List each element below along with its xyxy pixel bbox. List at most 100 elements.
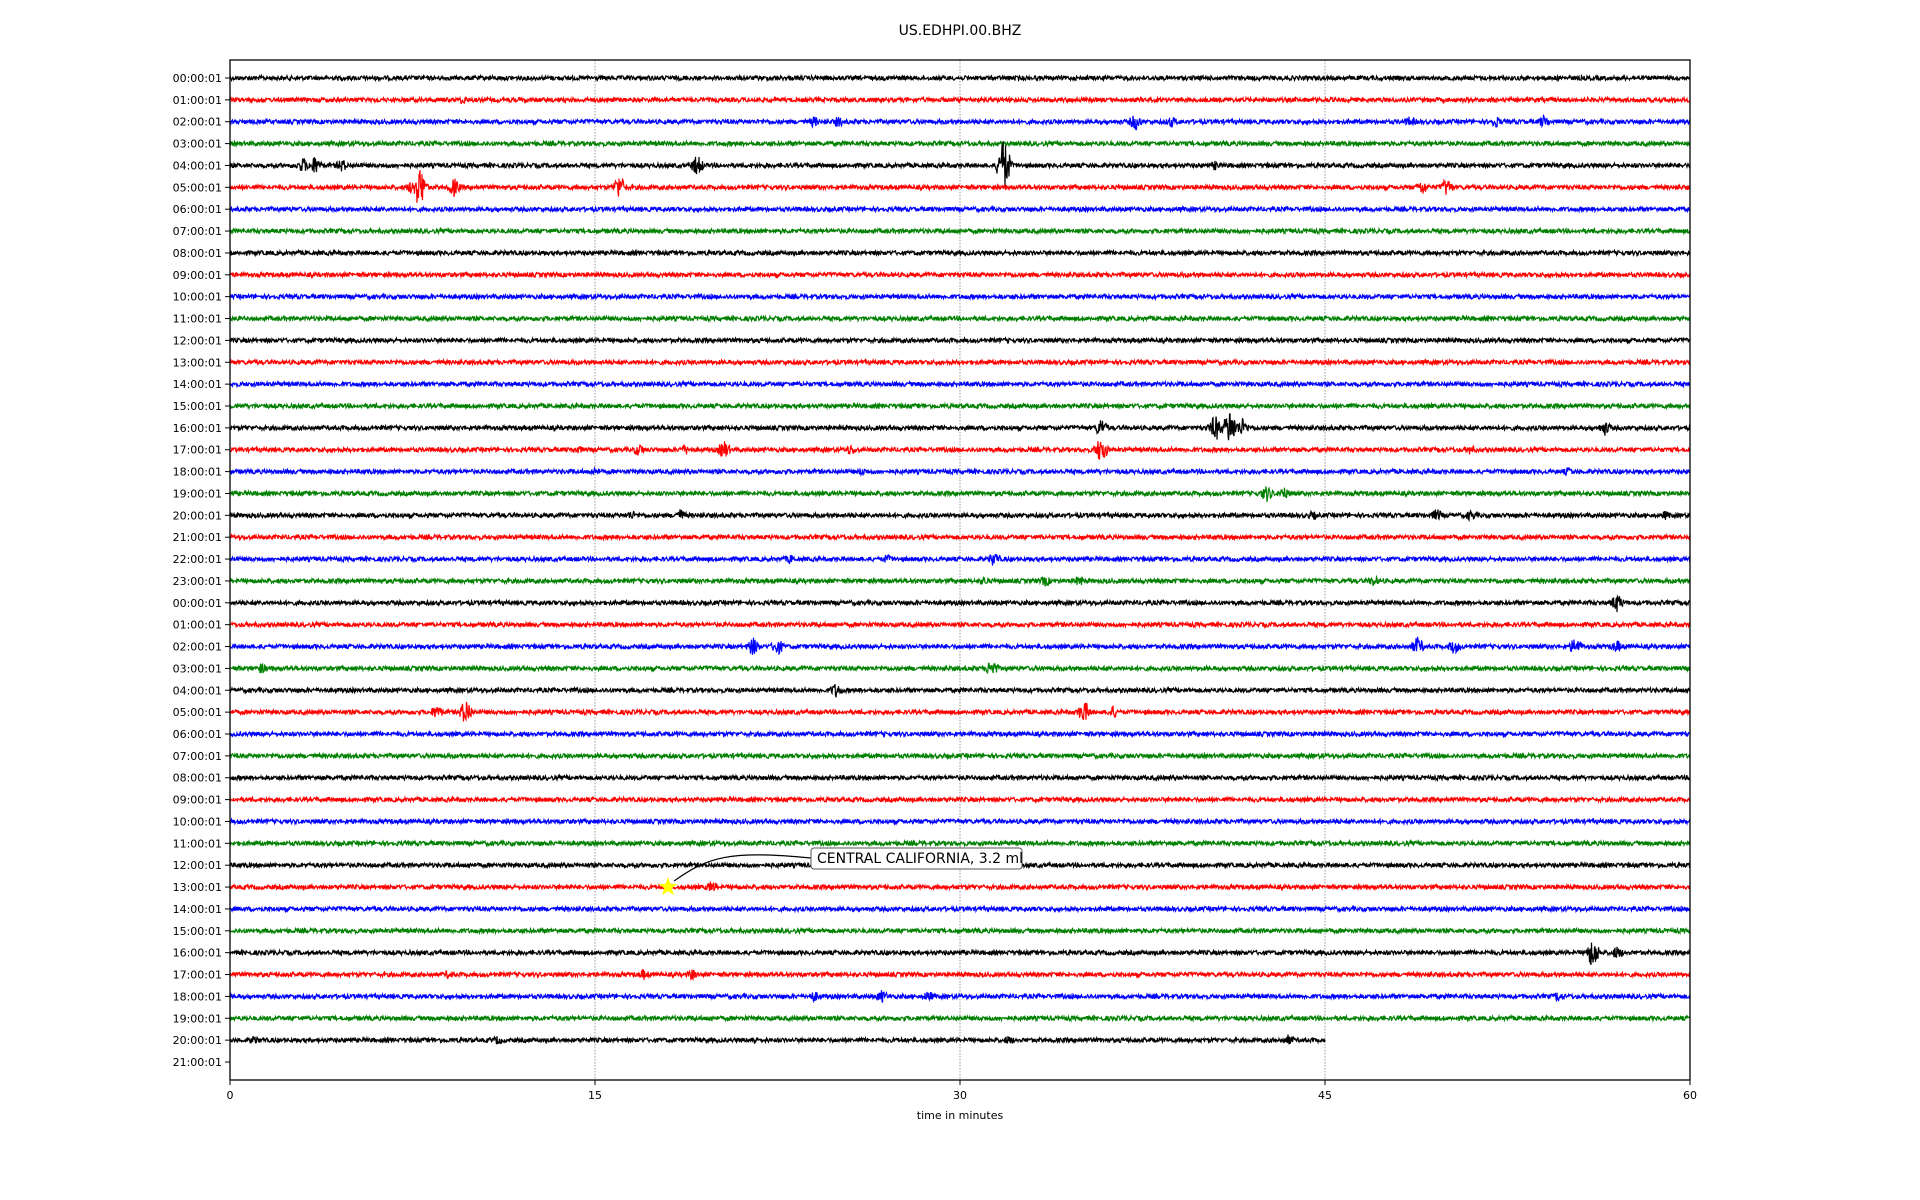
y-tick-label: 18:00:01 xyxy=(173,990,222,1003)
annotation-box xyxy=(810,847,1023,870)
y-tick-label: 16:00:01 xyxy=(173,947,222,960)
y-tick-label: 01:00:01 xyxy=(173,94,222,107)
seismic-trace xyxy=(229,141,1691,187)
seismic-trace xyxy=(229,881,1691,892)
y-tick-label: 07:00:01 xyxy=(173,225,222,238)
x-tick-label: 0 xyxy=(227,1089,234,1102)
y-tick-label: 11:00:01 xyxy=(173,313,222,326)
annotation-text: CENTRAL CALIFORNIA, 3.2 ml xyxy=(817,851,1023,867)
x-axis-label: time in minutes xyxy=(917,1109,1004,1122)
seismic-trace xyxy=(229,226,1691,236)
y-tick-label: 18:00:01 xyxy=(173,466,222,479)
seismic-trace xyxy=(229,701,1691,722)
x-tick-labels: 0 15 30 45 60 xyxy=(227,1080,1697,1102)
seismic-trace xyxy=(229,926,1691,936)
seismic-trace xyxy=(229,838,1691,848)
seismic-trace xyxy=(229,574,1691,587)
seismic-trace xyxy=(229,751,1691,761)
seismic-trace xyxy=(229,662,1691,674)
y-tick-label: 11:00:01 xyxy=(173,837,222,850)
y-tick-label: 19:00:01 xyxy=(173,487,222,500)
y-tick-label: 12:00:01 xyxy=(173,334,222,347)
chart-title: US.EDHPI.00.BHZ xyxy=(899,23,1022,39)
y-tick-label: 15:00:01 xyxy=(173,925,222,938)
seismic-trace xyxy=(229,795,1691,805)
y-tick-label: 03:00:01 xyxy=(173,662,222,675)
y-tick-label: 01:00:01 xyxy=(173,619,222,632)
y-tick-label: 17:00:01 xyxy=(173,969,222,982)
seismic-trace xyxy=(229,942,1691,966)
traces xyxy=(229,73,1691,1045)
seismic-trace xyxy=(229,1013,1691,1023)
y-tick-label: 10:00:01 xyxy=(173,291,222,304)
plot-frame xyxy=(229,59,1691,1081)
y-tick-label: 08:00:01 xyxy=(173,772,222,785)
seismic-trace xyxy=(229,441,1691,460)
y-tick-label: 20:00:01 xyxy=(173,509,222,522)
seismic-trace xyxy=(229,729,1691,739)
seismic-trace xyxy=(229,968,1691,981)
x-tick-label: 45 xyxy=(1318,1089,1332,1102)
y-tick-label: 02:00:01 xyxy=(173,641,222,654)
seismic-trace xyxy=(229,904,1691,914)
y-tick-label: 04:00:01 xyxy=(173,684,222,697)
grid-lines xyxy=(594,60,1326,1080)
y-tick-label: 13:00:01 xyxy=(173,356,222,369)
seismic-trace xyxy=(229,773,1691,783)
y-tick-label: 21:00:01 xyxy=(173,1056,222,1069)
seismic-trace xyxy=(229,486,1691,502)
seismic-trace xyxy=(229,335,1691,345)
x-tick-label: 30 xyxy=(953,1089,967,1102)
y-tick-label: 19:00:01 xyxy=(173,1012,222,1025)
seismic-trace xyxy=(229,413,1691,441)
y-tick-label: 00:00:01 xyxy=(173,597,222,610)
y-tick-label: 05:00:01 xyxy=(173,181,222,194)
y-tick-label: 15:00:01 xyxy=(173,400,222,413)
seismic-trace xyxy=(229,204,1691,214)
x-tick-label: 60 xyxy=(1683,1089,1697,1102)
seismic-trace xyxy=(229,683,1691,698)
seismic-trace xyxy=(229,509,1691,523)
seismic-trace xyxy=(229,816,1691,826)
y-tick-label: 09:00:01 xyxy=(173,794,222,807)
seismic-trace xyxy=(229,620,1691,630)
y-tick-label: 06:00:01 xyxy=(173,728,222,741)
y-tick-label: 00:00:01 xyxy=(173,72,222,85)
seismic-trace xyxy=(229,292,1691,302)
y-tick-label: 04:00:01 xyxy=(173,159,222,172)
seismic-trace xyxy=(229,170,1691,203)
y-tick-label: 22:00:01 xyxy=(173,553,222,566)
y-tick-label: 14:00:01 xyxy=(173,378,222,391)
seismic-trace xyxy=(229,553,1691,566)
seismic-trace xyxy=(229,465,1691,477)
y-tick-labels: 00:00:01 01:00:01 02:00:01 03:00:01 04:00:01… xyxy=(173,72,230,1069)
seismic-trace xyxy=(229,357,1691,367)
y-tick-label: 23:00:01 xyxy=(173,575,222,588)
event-annotation: CENTRAL CALIFORNIA, 3.2 ml xyxy=(658,847,1023,896)
y-tick-label: 10:00:01 xyxy=(173,815,222,828)
y-tick-label: 05:00:01 xyxy=(173,706,222,719)
y-tick-label: 09:00:01 xyxy=(173,269,222,282)
y-tick-label: 16:00:01 xyxy=(173,422,222,435)
seismic-trace xyxy=(229,532,1691,542)
seismic-trace xyxy=(229,379,1691,389)
y-tick-label: 08:00:01 xyxy=(173,247,222,260)
event-star-marker xyxy=(658,877,678,896)
seismic-trace xyxy=(229,139,1691,149)
seismic-trace xyxy=(229,990,1691,1004)
y-tick-label: 12:00:01 xyxy=(173,859,222,872)
seismic-trace xyxy=(229,314,1691,324)
y-tick-label: 06:00:01 xyxy=(173,203,222,216)
y-tick-label: 21:00:01 xyxy=(173,531,222,544)
seismic-trace xyxy=(229,95,1691,105)
x-tick-label: 15 xyxy=(588,1089,602,1102)
seismic-trace xyxy=(229,270,1691,280)
y-tick-label: 02:00:01 xyxy=(173,116,222,129)
seismic-trace xyxy=(229,636,1691,656)
y-tick-label: 20:00:01 xyxy=(173,1034,222,1047)
seismic-trace xyxy=(229,248,1691,258)
seismic-trace xyxy=(229,113,1691,131)
annotation-arrow xyxy=(673,854,812,882)
seismic-trace xyxy=(229,73,1691,83)
